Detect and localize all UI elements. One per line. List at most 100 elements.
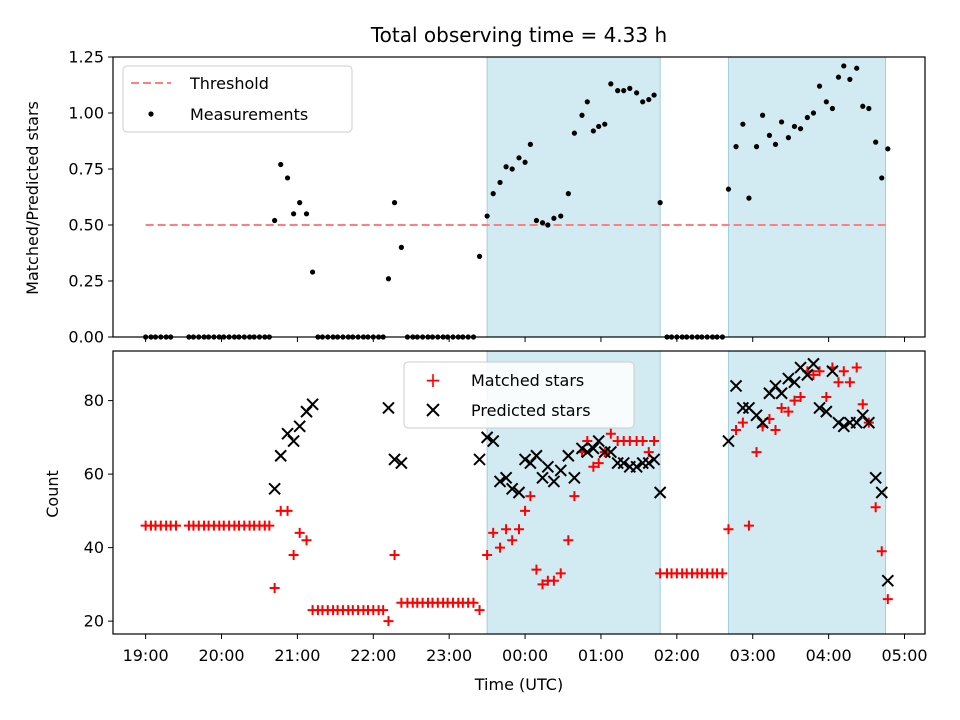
matched-star-point: [814, 366, 825, 377]
measurement-point: [797, 126, 804, 132]
top-y-axis-label: Matched/Predicted stars: [23, 101, 42, 295]
matched-star-point: [495, 542, 506, 553]
matched-star-point: [844, 377, 855, 388]
matched-star-point: [776, 402, 787, 413]
top-y-tick-label: 0.75: [68, 160, 104, 179]
matched-star-point: [294, 527, 305, 538]
legend-top-frame: [122, 65, 353, 133]
matched-star-point: [789, 395, 800, 406]
matched-star-point: [563, 535, 574, 546]
predicted-star-point: [486, 434, 500, 448]
legend-measurements-swatch: [148, 111, 154, 117]
measurement-point: [725, 186, 732, 192]
x-tick-label: 23:00: [426, 646, 472, 665]
measurement-point: [385, 276, 392, 282]
measurement-point: [810, 110, 817, 116]
matched-star-point: [288, 549, 299, 560]
predicted-star-point: [630, 460, 643, 473]
measurement-point: [497, 179, 503, 186]
predicted-star-point: [756, 416, 769, 429]
matched-star-point: [717, 568, 728, 579]
matched-star-point: [548, 575, 559, 586]
x-tick-label: 20:00: [198, 646, 244, 665]
measurement-point: [398, 244, 404, 250]
measurement-point: [733, 144, 739, 150]
matched-star-point: [389, 549, 400, 560]
x-axis-label: Time (UTC): [474, 675, 563, 694]
matched-star-point: [488, 527, 499, 538]
matched-star-point: [525, 491, 536, 502]
matched-star-point: [821, 391, 832, 402]
measurement-point: [760, 112, 766, 118]
bottom-y-axis-label: Count: [43, 470, 62, 518]
matched-star-point: [882, 594, 893, 605]
bottom-y-tick-label: 60: [84, 465, 104, 484]
predicted-star-point: [587, 442, 600, 455]
measurement-point: [551, 215, 557, 221]
legend-threshold-label: Threshold: [189, 74, 269, 93]
measurement-point: [753, 144, 760, 150]
predicted-star-point: [775, 387, 788, 400]
measurement-point: [766, 132, 773, 138]
measurement-point: [657, 200, 663, 206]
legend-matched-label: Matched stars: [471, 371, 584, 390]
predicted-star-point: [499, 471, 513, 485]
matched-star-point: [514, 524, 524, 535]
measurement-point: [860, 103, 866, 109]
matched-star-point: [851, 362, 862, 373]
measurement-point: [791, 123, 798, 130]
predicted-star-point: [881, 574, 895, 587]
matched-star-point: [264, 520, 275, 531]
predicted-star-point: [581, 445, 594, 459]
x-tick-label: 02:00: [654, 646, 700, 665]
measurement-point: [539, 220, 546, 226]
predicted-star-point: [647, 453, 661, 466]
x-tick-label: 04:00: [806, 646, 852, 665]
measurement-point: [885, 146, 891, 152]
top-axes-frame: [112, 56, 926, 338]
predicted-star-point: [518, 453, 532, 466]
predicted-star-point: [782, 372, 795, 385]
matched-star-point: [282, 505, 293, 516]
bottom-y-tick-label: 40: [84, 538, 104, 557]
predicted-star-point: [826, 365, 839, 378]
measurement-point: [854, 65, 860, 71]
predicted-star-point: [568, 471, 581, 485]
matched-star-point: [605, 428, 616, 439]
matched-star-point: [301, 535, 312, 546]
top-y-tick-label: 0.50: [68, 216, 104, 235]
measurement-point: [634, 90, 640, 96]
legend-predicted-label: Predicted stars: [471, 401, 591, 420]
predicted-star-point: [268, 482, 281, 496]
measurement-point: [873, 139, 879, 145]
predicted-star-point: [862, 416, 876, 429]
matched-star-point: [649, 436, 660, 447]
measurement-point: [284, 175, 291, 181]
measurement-point: [621, 88, 627, 94]
x-tick-label: 21:00: [274, 646, 320, 665]
predicted-star-point: [604, 445, 618, 459]
predicted-star-point: [293, 420, 306, 433]
measurement-point: [584, 99, 590, 105]
measurement-point: [533, 217, 540, 224]
chart-title: Total observing time = 4.33 h: [370, 23, 667, 47]
matched-star-point: [743, 520, 754, 531]
measurement-point: [646, 96, 652, 103]
matched-star-point: [537, 579, 548, 590]
legend-predicted-swatch: [426, 403, 440, 417]
measurement-point: [303, 211, 310, 217]
measurement-point: [778, 119, 785, 125]
legend-measurements-label: Measurements: [190, 105, 308, 124]
predicted-star-point: [473, 453, 486, 466]
predicted-star-point: [801, 368, 814, 382]
predicted-star-point: [274, 449, 287, 462]
matched-star-point: [783, 406, 794, 417]
matched-star-point: [501, 524, 512, 535]
predicted-star-point: [575, 442, 589, 455]
legend-matched-swatch: +: [425, 368, 442, 392]
measurement-point: [829, 105, 836, 112]
measurement-point: [571, 130, 577, 136]
measurement-point: [785, 135, 792, 141]
predicted-star-point: [869, 471, 882, 485]
